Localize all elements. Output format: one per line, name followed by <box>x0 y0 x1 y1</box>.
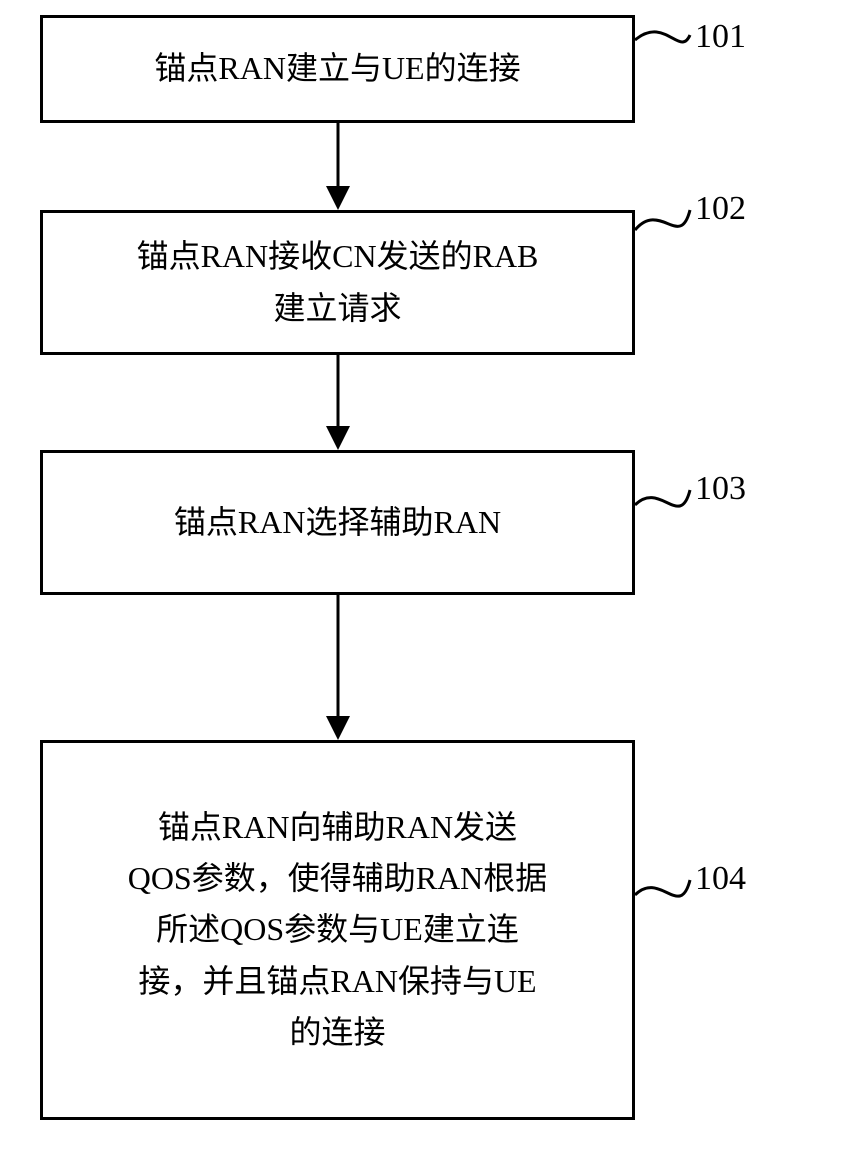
flowchart-node-4: 锚点RAN向辅助RAN发送QOS参数，使得辅助RAN根据所述QOS参数与UE建立… <box>40 740 635 1120</box>
flowchart-node-3: 锚点RAN选择辅助RAN <box>40 450 635 595</box>
node-label-103: 103 <box>695 470 746 508</box>
flowchart-node-1: 锚点RAN建立与UE的连接 <box>40 15 635 123</box>
node-text: 锚点RAN接收CN发送的RAB建立请求 <box>137 231 539 333</box>
node-label-104: 104 <box>695 860 746 898</box>
node-text: 锚点RAN选择辅助RAN <box>174 497 501 548</box>
node-text: 锚点RAN建立与UE的连接 <box>154 43 520 94</box>
flowchart-canvas: 锚点RAN建立与UE的连接 101 锚点RAN接收CN发送的RAB建立请求 10… <box>0 0 864 1171</box>
node-label-101: 101 <box>695 18 746 56</box>
node-label-102: 102 <box>695 190 746 228</box>
node-text: 锚点RAN向辅助RAN发送QOS参数，使得辅助RAN根据所述QOS参数与UE建立… <box>128 802 548 1058</box>
flowchart-node-2: 锚点RAN接收CN发送的RAB建立请求 <box>40 210 635 355</box>
